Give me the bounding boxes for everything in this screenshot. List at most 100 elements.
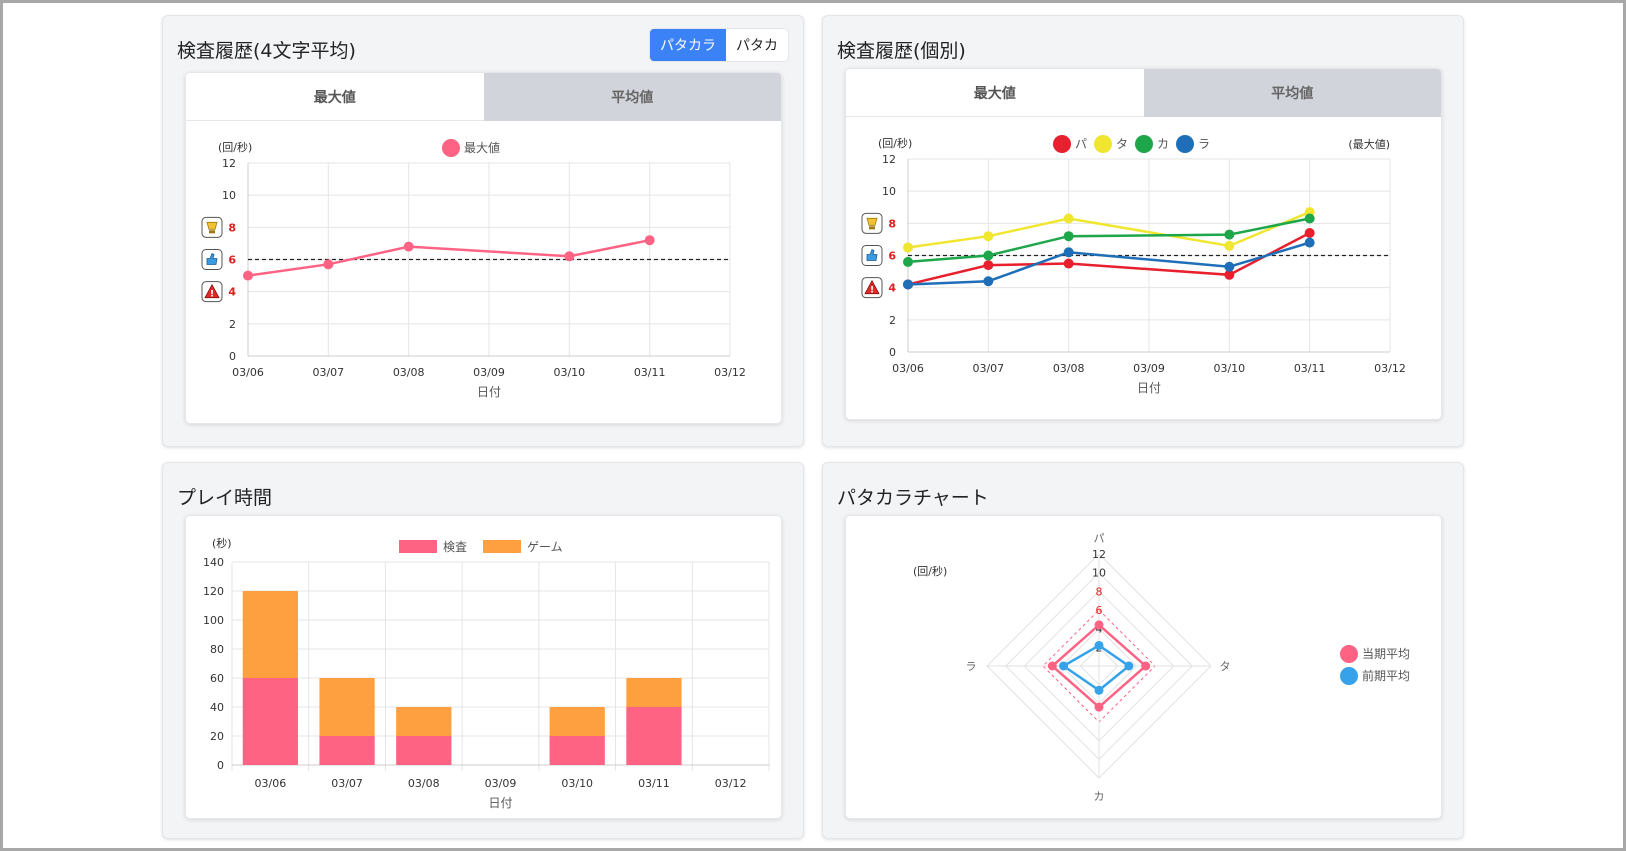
- x-tick-label: 03/09: [1133, 362, 1165, 375]
- bar-ゲーム: [626, 678, 682, 707]
- bar-ゲーム: [242, 591, 298, 678]
- x-tick-label: 03/12: [714, 366, 746, 379]
- tab-bar: 最大値 平均値: [186, 73, 781, 121]
- data-point: [1224, 229, 1235, 240]
- warning-icon-mark: !: [210, 290, 214, 300]
- bar-ゲーム: [319, 678, 375, 736]
- data-point: [1304, 213, 1315, 224]
- x-tick-label: 03/07: [312, 366, 344, 379]
- panel-play-time: プレイ時間 0 20 40 60 80 100 120 140 03/06 03/07 03/08 0…: [162, 462, 804, 839]
- data-point: [1059, 661, 1069, 671]
- data-point: [1304, 237, 1315, 248]
- y-tick-label: 8: [888, 217, 896, 230]
- y-tick-label: 0: [889, 346, 896, 359]
- y-tick-label: 2: [889, 314, 896, 327]
- radar-tick-label: 8: [1096, 585, 1103, 598]
- x-axis-title: 日付: [1137, 381, 1161, 395]
- data-point: [243, 270, 253, 281]
- data-point: [1224, 269, 1235, 280]
- data-point: [1063, 231, 1074, 242]
- panel-history-individual: 検査履歴(個別) 最大値 平均値 0 2 4 6 8 10 12 03/06 03/07 03/0…: [822, 15, 1464, 447]
- y-tick-label: 0: [217, 759, 224, 772]
- y-tick-label: 4: [228, 286, 236, 299]
- data-point: [644, 235, 655, 246]
- history-average-chart: 0 2 4 6 8 10 12 03/06 03/07 03/08 03/09 03/10 03/11 0…: [201, 139, 746, 399]
- x-tick-label: 03/08: [1053, 362, 1085, 375]
- mode-toggle: パタカラ パタカ: [649, 28, 789, 62]
- radar-axis-label: カ: [1094, 790, 1105, 803]
- panel-title: プレイ時間: [177, 487, 273, 509]
- data-point: [403, 241, 414, 252]
- tab-average[interactable]: 平均値: [483, 73, 781, 121]
- legend-marker: [399, 540, 437, 553]
- tab-max[interactable]: 最大値: [186, 73, 484, 121]
- y-tick-label: 12: [882, 153, 896, 166]
- data-point: [1063, 247, 1074, 258]
- x-tick-label: 03/09: [485, 777, 517, 790]
- play-time-chart: 0 20 40 60 80 100 120 140 03/06 03/07 03/08 03/09 03…: [203, 536, 770, 810]
- data-point: [1063, 213, 1074, 224]
- x-tick-label: 03/11: [1294, 362, 1326, 375]
- radar-axis-label: ラ: [966, 660, 977, 673]
- history-individual-chart: 0 2 4 6 8 10 12 03/06 03/07 03/08 03/09 03/10 03/11 0…: [861, 135, 1406, 395]
- x-tick-label: 03/10: [553, 366, 585, 379]
- y-axis-unit: (回/秒): [878, 136, 912, 150]
- data-point: [323, 259, 334, 270]
- data-point: [1094, 685, 1104, 695]
- y-tick-label: 0: [229, 350, 236, 363]
- bar-検査: [549, 736, 605, 765]
- chart-note: (最大値): [1348, 137, 1390, 151]
- y-tick-label: 2: [229, 318, 236, 331]
- radar-axis-label: パ: [1094, 532, 1105, 545]
- warning-icon: [864, 279, 880, 295]
- radar-axis-label: タ: [1220, 660, 1231, 673]
- legend-marker: [1135, 135, 1153, 153]
- legend-label: カ: [1157, 137, 1169, 151]
- legend-label: 検査: [443, 540, 467, 554]
- legend-label: ラ: [1198, 137, 1210, 151]
- legend-label: タ: [1116, 137, 1128, 151]
- panel-title: 検査履歴(個別): [837, 40, 966, 62]
- tab-bar: 最大値 平均値: [846, 69, 1441, 117]
- x-tick-label: 03/07: [331, 777, 363, 790]
- bar-検査: [396, 736, 452, 765]
- chart-card: 最大値 平均値 0 2 4 6 8 10 12 03/06 03/07 03/08 03/09 03/…: [185, 72, 782, 424]
- data-point: [1063, 258, 1074, 269]
- legend-marker: [1053, 135, 1071, 153]
- toggle-pataka[interactable]: パタカ: [726, 29, 788, 61]
- y-tick-label: 120: [203, 585, 224, 598]
- bar-ゲーム: [396, 707, 452, 736]
- data-point: [1141, 661, 1151, 671]
- data-point: [1094, 702, 1104, 712]
- x-tick-label: 03/10: [561, 777, 593, 790]
- tab-average[interactable]: 平均値: [1143, 69, 1441, 117]
- x-tick-label: 03/06: [892, 362, 924, 375]
- y-tick-label: 100: [203, 614, 224, 627]
- tab-max[interactable]: 最大値: [846, 69, 1144, 117]
- x-tick-label: 03/11: [638, 777, 670, 790]
- data-point: [564, 251, 575, 262]
- legend-marker: [1340, 645, 1358, 663]
- x-tick-label: 03/06: [255, 777, 287, 790]
- legend-label: パ: [1075, 137, 1087, 151]
- bar-検査: [319, 736, 375, 765]
- series-line-最大値: [247, 238, 650, 277]
- data-point: [1224, 261, 1235, 272]
- trophy-base-icon: [869, 226, 875, 230]
- radar-unit: (回/秒): [913, 564, 947, 578]
- y-tick-label: 6: [888, 250, 896, 263]
- y-tick-label: 10: [222, 189, 236, 202]
- data-point: [1304, 227, 1315, 238]
- data-point: [983, 250, 994, 261]
- data-point: [903, 256, 913, 267]
- legend-label: 当期平均: [1362, 647, 1410, 661]
- data-point: [983, 231, 994, 242]
- legend-marker: [1176, 135, 1194, 153]
- warning-icon-mark: !: [870, 286, 874, 296]
- x-tick-label: 03/06: [232, 366, 264, 379]
- toggle-patakara[interactable]: パタカラ: [650, 29, 726, 61]
- y-axis-unit: (秒): [212, 536, 232, 550]
- thumbs-up-icon: [206, 252, 218, 265]
